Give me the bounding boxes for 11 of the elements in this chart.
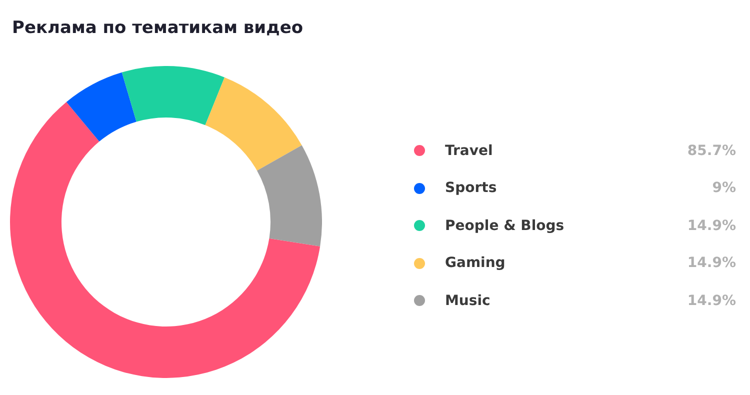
legend-label: Sports (445, 180, 498, 196)
legend-label: Gaming (445, 255, 506, 272)
chart-title: Реклама по тематикам видео (12, 18, 304, 38)
data-label: 14.9% (687, 255, 736, 272)
data-label: 85.7% (687, 142, 736, 159)
data-label: 14.9% (687, 218, 736, 234)
legend-label: Music (445, 292, 492, 309)
legend-label: Travel (445, 142, 494, 159)
data-label: 14.9% (687, 292, 736, 309)
data-label: 9% (712, 180, 736, 196)
legend-label: People & Blogs (445, 218, 566, 234)
